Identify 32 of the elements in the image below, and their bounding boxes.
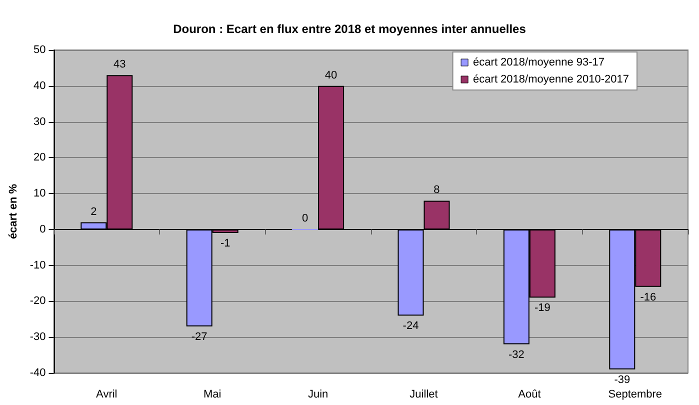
y-tick-label: 0 — [40, 223, 46, 236]
y-tick-label: 30 — [34, 116, 46, 128]
data-label: -39 — [614, 374, 630, 386]
legend-label: écart 2018/moyenne 2010-2017 — [473, 74, 630, 86]
data-label: 40 — [324, 69, 338, 82]
chart-title: Douron : Ecart en flux entre 2018 et moyennes inter annuelles — [173, 22, 526, 36]
y-tick-label: -20 — [30, 295, 46, 308]
x-tick-label: Avril — [96, 388, 118, 400]
y-tick-label: -30 — [30, 331, 46, 344]
data-label: 2 — [90, 206, 97, 218]
y-axis-title: écart en % — [8, 184, 20, 240]
legend-label: écart 2018/moyenne 93-17 — [473, 56, 605, 68]
y-tick-label: -10 — [30, 259, 46, 272]
data-label: -16 — [640, 291, 656, 304]
y-tick-label: -40 — [30, 367, 46, 379]
y-tick-label: 20 — [34, 152, 46, 164]
data-label: -19 — [534, 302, 550, 314]
data-label: -1 — [220, 238, 230, 250]
y-tick-label: 40 — [34, 80, 46, 92]
y-tick-label: 10 — [34, 188, 46, 200]
data-label: -27 — [191, 330, 208, 343]
y-tick-label: 50 — [34, 44, 46, 56]
x-tick-label: Juillet — [410, 388, 438, 400]
data-label: 0 — [302, 212, 308, 224]
data-label: -24 — [402, 320, 419, 332]
x-tick-label: Mai — [203, 388, 222, 400]
data-label: 8 — [434, 184, 440, 196]
x-tick-label: Septembre — [608, 388, 662, 400]
x-tick-label: Août — [518, 388, 541, 400]
data-label: -32 — [508, 348, 524, 361]
x-tick-label: Juin — [308, 388, 328, 400]
data-label: 43 — [114, 58, 126, 71]
